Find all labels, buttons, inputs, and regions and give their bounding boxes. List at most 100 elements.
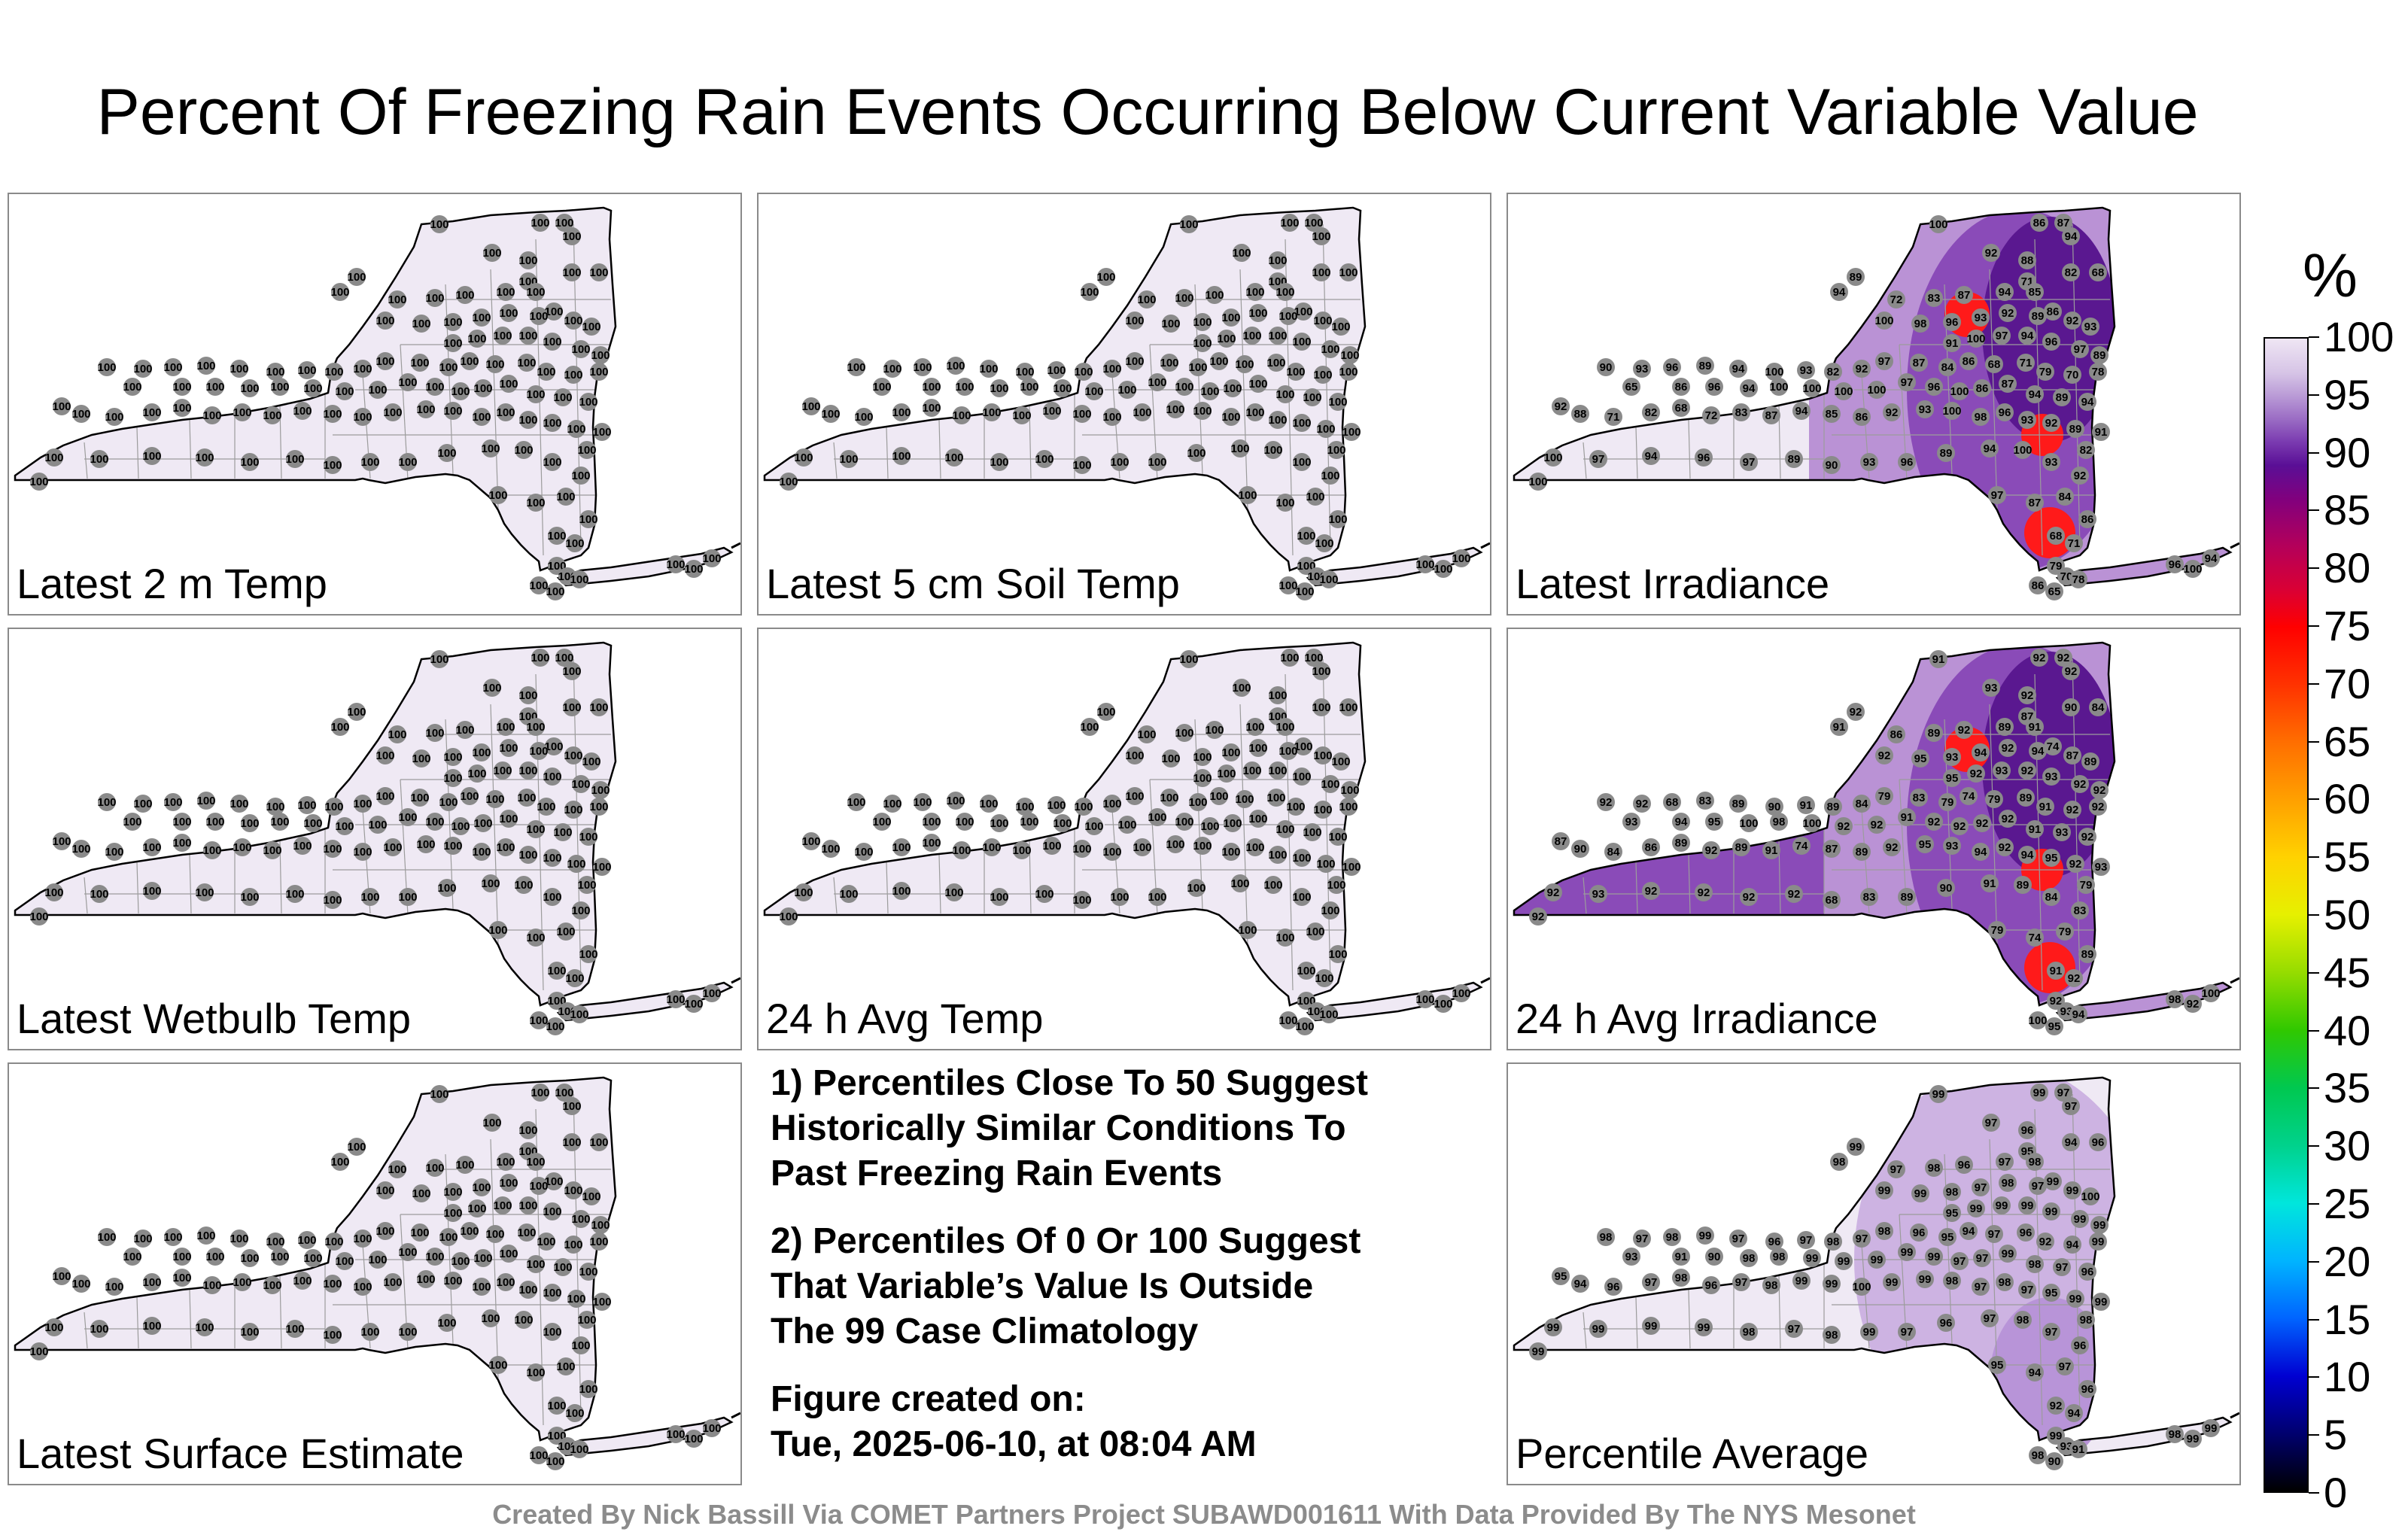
station-marker xyxy=(527,1255,545,1273)
colorbar-tick-label: 5 xyxy=(2324,1411,2348,1459)
station-value: 100 xyxy=(1102,411,1121,424)
station-value: 100 xyxy=(1950,385,1969,398)
station-value: 100 xyxy=(547,560,566,573)
station-marker xyxy=(2078,1380,2096,1398)
station-marker xyxy=(497,838,515,856)
station-value: 97 xyxy=(1953,1255,1966,1268)
station-value: 74 xyxy=(1963,790,1975,803)
county-line xyxy=(84,1312,88,1349)
station-marker xyxy=(795,448,813,467)
station-marker xyxy=(1279,576,1297,594)
station-marker xyxy=(474,814,492,832)
station-value: 100 xyxy=(1415,993,1434,1006)
station-value: 100 xyxy=(979,363,998,375)
station-marker xyxy=(1835,382,1853,400)
station-value: 96 xyxy=(1666,361,1679,374)
station-value: 100 xyxy=(1328,513,1347,526)
station-marker xyxy=(1622,378,1640,396)
station-marker xyxy=(1339,363,1358,381)
station-value: 92 xyxy=(2033,652,2046,664)
station-value: 100 xyxy=(1331,755,1350,768)
station-value: 100 xyxy=(1117,819,1136,831)
station-value: 100 xyxy=(133,363,152,375)
station-marker xyxy=(1222,408,1240,426)
station-marker xyxy=(1276,283,1294,301)
station-marker xyxy=(1943,1204,1961,1222)
station-marker xyxy=(1138,290,1156,309)
station-marker xyxy=(1175,378,1193,396)
note-line: 1) Percentiles Close To 50 Suggest xyxy=(771,1063,1369,1103)
colorbar-tick xyxy=(2309,1087,2319,1090)
station-value: 99 xyxy=(1826,1278,1838,1290)
colorbar-tick-label: 80 xyxy=(2324,544,2371,592)
station-marker xyxy=(1329,510,1347,528)
station-value: 86 xyxy=(1645,841,1658,854)
station-marker xyxy=(1999,304,2017,322)
station-value: 83 xyxy=(1699,795,1712,807)
station-marker xyxy=(2036,798,2054,816)
station-marker xyxy=(2047,1397,2065,1415)
station-marker xyxy=(1910,789,1928,807)
station-value: 94 xyxy=(2065,1136,2078,1149)
station-marker xyxy=(855,408,873,426)
station-value: 94 xyxy=(2072,1008,2085,1021)
station-value: 93 xyxy=(1800,364,1813,377)
station-marker xyxy=(1329,393,1347,411)
station-marker xyxy=(1317,855,1335,873)
station-marker xyxy=(426,813,444,831)
station-marker xyxy=(590,698,608,716)
county-line xyxy=(1583,442,1587,479)
station-value: 100 xyxy=(847,796,865,809)
station-value: 97 xyxy=(1985,1117,1998,1129)
station-value: 100 xyxy=(1316,423,1335,436)
station-value: 89 xyxy=(2084,755,2097,768)
station-value: 100 xyxy=(537,366,555,378)
station-marker xyxy=(2166,990,2184,1008)
station-marker xyxy=(1898,888,1916,906)
station-value: 95 xyxy=(1941,1231,1954,1244)
station-value: 100 xyxy=(1328,948,1347,961)
station-value: 100 xyxy=(1188,361,1207,374)
station-marker xyxy=(411,1223,429,1242)
station-value: 98 xyxy=(1999,1276,2011,1289)
station-value: 97 xyxy=(1901,1326,1914,1339)
station-value: 100 xyxy=(1292,456,1311,469)
station-marker xyxy=(1622,1248,1640,1266)
station-marker xyxy=(1762,406,1780,424)
station-marker xyxy=(2018,251,2036,269)
station-value: 100 xyxy=(1160,792,1178,804)
station-value: 91 xyxy=(1932,653,1945,666)
station-value: 96 xyxy=(1999,406,2011,419)
station-marker xyxy=(1249,375,1267,393)
station-marker xyxy=(1938,1228,1956,1246)
station-value: 100 xyxy=(240,817,259,830)
station-value: 100 xyxy=(142,841,161,854)
station-value: 92 xyxy=(2081,831,2094,843)
station-value: 100 xyxy=(467,333,486,345)
station-marker xyxy=(2029,307,2047,325)
station-value: 94 xyxy=(2029,1366,2042,1379)
station-marker xyxy=(2030,214,2048,232)
station-value: 100 xyxy=(1415,558,1434,571)
station-value: 99 xyxy=(2066,1184,2079,1197)
station-value: 97 xyxy=(1975,1281,1987,1293)
station-marker xyxy=(2202,549,2220,567)
station-value: 100 xyxy=(1148,891,1166,904)
station-marker xyxy=(2053,388,2071,406)
station-value: 100 xyxy=(553,826,572,839)
note-line: Past Freezing Rain Events xyxy=(771,1154,1223,1193)
station-marker xyxy=(1972,309,1990,327)
station-marker xyxy=(518,1223,536,1242)
station-marker xyxy=(354,1278,372,1296)
station-value: 92 xyxy=(1838,820,1850,833)
station-value: 100 xyxy=(142,406,161,419)
station-marker xyxy=(1925,813,1943,831)
station-marker xyxy=(494,761,512,780)
station-value: 100 xyxy=(1084,385,1103,398)
station-value: 99 xyxy=(2050,1430,2063,1442)
station-marker xyxy=(1103,408,1121,426)
island-tip xyxy=(1480,542,1490,549)
station-marker xyxy=(1887,290,1905,309)
